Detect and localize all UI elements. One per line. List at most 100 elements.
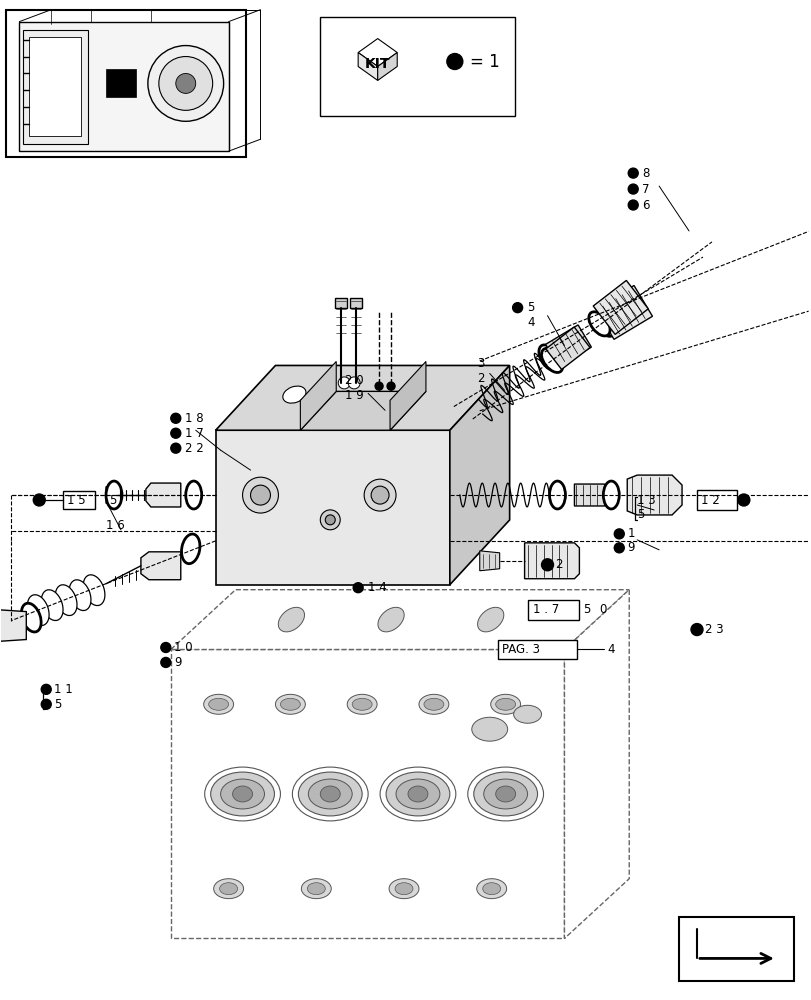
Ellipse shape <box>232 786 252 802</box>
Bar <box>320 17 514 116</box>
Ellipse shape <box>182 534 200 564</box>
Ellipse shape <box>221 779 264 809</box>
Text: 0: 0 <box>599 603 606 616</box>
Bar <box>6 10 245 157</box>
Ellipse shape <box>363 479 396 511</box>
Polygon shape <box>170 649 564 938</box>
Text: 1 6: 1 6 <box>106 519 125 532</box>
Circle shape <box>737 494 749 506</box>
Ellipse shape <box>148 46 223 121</box>
Text: 1 1: 1 1 <box>54 683 73 696</box>
Circle shape <box>446 54 462 69</box>
Polygon shape <box>358 53 377 80</box>
Ellipse shape <box>338 377 350 389</box>
Ellipse shape <box>320 510 340 530</box>
Polygon shape <box>377 53 397 80</box>
Circle shape <box>161 643 170 652</box>
Polygon shape <box>216 365 509 430</box>
Ellipse shape <box>385 772 449 816</box>
Polygon shape <box>170 590 629 649</box>
Polygon shape <box>216 430 449 585</box>
Ellipse shape <box>84 575 105 606</box>
Ellipse shape <box>251 485 270 505</box>
Text: 5: 5 <box>637 508 644 521</box>
Ellipse shape <box>549 481 564 509</box>
Text: 5: 5 <box>109 494 116 507</box>
Text: 1 . 7: 1 . 7 <box>532 603 558 616</box>
Ellipse shape <box>477 607 503 632</box>
Ellipse shape <box>307 883 325 895</box>
Circle shape <box>375 382 383 390</box>
Ellipse shape <box>603 481 619 509</box>
Ellipse shape <box>348 377 360 389</box>
Circle shape <box>41 684 51 694</box>
Circle shape <box>512 303 522 313</box>
Circle shape <box>614 543 624 553</box>
Circle shape <box>614 529 624 539</box>
Text: 2: 2 <box>476 372 483 385</box>
Ellipse shape <box>407 786 427 802</box>
Polygon shape <box>0 610 26 642</box>
Circle shape <box>170 413 181 423</box>
Polygon shape <box>350 298 362 308</box>
Polygon shape <box>545 325 590 367</box>
Ellipse shape <box>204 694 234 714</box>
Text: 4: 4 <box>607 643 614 656</box>
Circle shape <box>41 699 51 709</box>
Text: 1 7: 1 7 <box>185 427 204 440</box>
Text: 3: 3 <box>476 357 483 370</box>
Ellipse shape <box>495 786 515 802</box>
Text: 5: 5 <box>54 698 62 711</box>
Polygon shape <box>389 361 426 430</box>
Ellipse shape <box>495 698 515 710</box>
Text: 5: 5 <box>527 301 534 314</box>
Ellipse shape <box>275 694 305 714</box>
Polygon shape <box>335 298 347 308</box>
Bar <box>29 37 81 136</box>
Ellipse shape <box>41 590 63 621</box>
Text: 5: 5 <box>582 603 590 616</box>
Polygon shape <box>479 551 499 571</box>
Text: 1 4: 1 4 <box>367 581 386 594</box>
Text: 1 3: 1 3 <box>637 494 655 507</box>
Ellipse shape <box>69 580 91 611</box>
Ellipse shape <box>210 772 274 816</box>
Ellipse shape <box>513 705 541 723</box>
Ellipse shape <box>352 698 371 710</box>
Polygon shape <box>300 391 426 430</box>
Ellipse shape <box>347 694 376 714</box>
Text: 7: 7 <box>642 183 649 196</box>
Ellipse shape <box>55 585 77 616</box>
Bar <box>527 600 579 620</box>
Ellipse shape <box>476 879 506 899</box>
Ellipse shape <box>490 694 520 714</box>
Ellipse shape <box>320 786 340 802</box>
Circle shape <box>170 428 181 438</box>
Text: 1 2: 1 2 <box>700 494 719 507</box>
Ellipse shape <box>301 879 331 899</box>
Bar <box>696 490 736 510</box>
Ellipse shape <box>588 312 609 336</box>
Text: PAG. 3: PAG. 3 <box>501 643 539 656</box>
Circle shape <box>628 200 637 210</box>
Ellipse shape <box>396 779 440 809</box>
Ellipse shape <box>175 73 195 93</box>
Ellipse shape <box>298 772 362 816</box>
Text: 4: 4 <box>527 316 534 329</box>
Bar <box>106 69 135 97</box>
Text: 2: 2 <box>555 558 562 571</box>
Ellipse shape <box>471 717 507 741</box>
Ellipse shape <box>278 607 304 632</box>
Ellipse shape <box>280 698 300 710</box>
Ellipse shape <box>539 345 558 370</box>
Bar <box>497 640 577 659</box>
Circle shape <box>690 624 702 636</box>
Text: KIT: KIT <box>364 57 390 71</box>
Ellipse shape <box>418 694 448 714</box>
Polygon shape <box>141 552 181 580</box>
Text: 1 0: 1 0 <box>174 641 192 654</box>
Polygon shape <box>358 39 397 66</box>
Ellipse shape <box>159 57 212 110</box>
Text: 8: 8 <box>642 167 649 180</box>
Ellipse shape <box>423 698 444 710</box>
